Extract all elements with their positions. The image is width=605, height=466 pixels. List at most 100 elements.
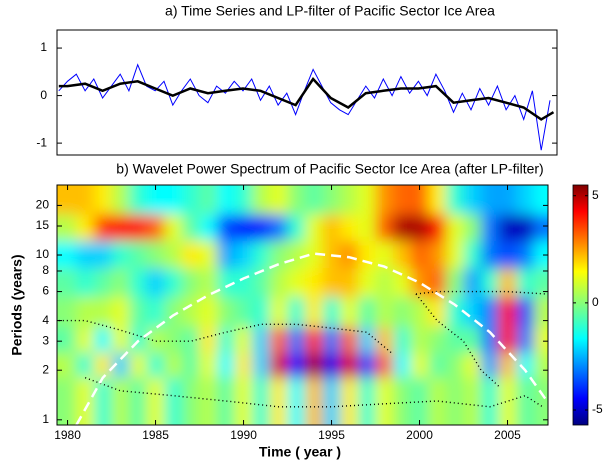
heat-cell	[357, 326, 377, 353]
heat-cell	[287, 213, 306, 242]
x-tick-label: 1995	[318, 428, 345, 442]
heat-cell	[217, 240, 236, 269]
heat-cell	[357, 296, 377, 328]
heat-cell	[111, 185, 130, 215]
heat-cell	[428, 377, 447, 425]
cone-of-influence	[75, 252, 548, 425]
heat-cell	[428, 296, 447, 328]
heat-cell	[269, 352, 289, 378]
heat-cell	[111, 240, 130, 269]
heat-cell	[252, 267, 271, 297]
heat-cell	[146, 240, 165, 269]
heat-cell	[463, 296, 482, 328]
heat-cell	[428, 185, 447, 215]
y-tick-label: 0	[40, 88, 47, 102]
heat-cell	[146, 185, 165, 215]
heat-cell	[340, 240, 359, 269]
heat-cell	[322, 185, 341, 215]
series-line	[58, 76, 555, 121]
heat-cell	[516, 326, 535, 353]
heat-cell	[393, 377, 412, 425]
heat-cell	[516, 240, 535, 269]
heat-cell	[463, 240, 482, 269]
heat-cell	[269, 267, 289, 297]
heat-cell	[181, 213, 201, 242]
heat-cell	[181, 352, 201, 378]
heat-cell	[375, 240, 394, 269]
heat-cell	[410, 213, 429, 242]
heat-cell	[76, 352, 95, 378]
heat-cell	[428, 352, 447, 378]
y-tick-label: 15	[36, 218, 50, 232]
heat-cell	[181, 240, 201, 269]
heat-cell	[57, 296, 77, 328]
heat-cell	[217, 296, 236, 328]
heat-cell	[111, 352, 130, 378]
x-tick-label: 1980	[54, 428, 81, 442]
heat-cell	[375, 267, 394, 297]
heat-cell	[269, 185, 289, 215]
heat-cell	[269, 326, 289, 353]
plot-area	[58, 63, 555, 151]
y-tick-label: 6	[42, 284, 49, 298]
heat-cell	[111, 213, 130, 242]
heat-cell	[269, 296, 289, 328]
heat-cell	[76, 240, 95, 269]
heat-cell	[217, 267, 236, 297]
heat-cell	[234, 213, 253, 242]
heat-cell	[445, 352, 465, 378]
heat-cell	[234, 352, 253, 378]
heat-cell	[463, 213, 482, 242]
heat-cell	[76, 296, 95, 328]
plot-frame	[56, 29, 558, 156]
heat-cell	[199, 240, 218, 269]
heat-cell	[445, 326, 465, 353]
heat-cell	[445, 377, 465, 425]
heat-cell	[533, 240, 548, 269]
heat-cell	[305, 240, 324, 269]
heat-cell	[340, 377, 359, 425]
y-tick-label: -1	[36, 135, 47, 149]
heat-cell	[287, 240, 306, 269]
x-tick-label: 2005	[494, 428, 521, 442]
heat-cell	[305, 326, 324, 353]
heat-cell	[146, 352, 165, 378]
heat-cell	[252, 240, 271, 269]
heat-cell	[322, 267, 341, 297]
heat-cell	[533, 377, 548, 425]
heat-cell	[234, 326, 253, 353]
heatmap	[57, 185, 548, 425]
x-tick-label: 2000	[406, 428, 433, 442]
heat-cell	[322, 352, 341, 378]
heat-cell	[234, 377, 253, 425]
heat-cell	[498, 213, 517, 242]
heat-cell	[463, 352, 482, 378]
heat-cell	[93, 213, 113, 242]
heat-cell	[129, 352, 148, 378]
heat-cell	[199, 213, 218, 242]
heat-cell	[111, 326, 130, 353]
heat-cell	[217, 213, 236, 242]
heat-cell	[410, 240, 429, 269]
heat-cell	[146, 377, 165, 425]
heat-cell	[393, 240, 412, 269]
heat-cell	[393, 213, 412, 242]
heat-cell	[111, 296, 130, 328]
heat-cell	[533, 352, 548, 378]
heat-cell	[234, 267, 253, 297]
heat-cell	[357, 185, 377, 215]
heat-cell	[181, 185, 201, 215]
heat-cell	[252, 377, 271, 425]
heat-cell	[164, 213, 183, 242]
heat-cell	[129, 213, 148, 242]
heat-cell	[516, 213, 535, 242]
heat-cell	[217, 377, 236, 425]
heat-cell	[498, 326, 517, 353]
heat-cell	[269, 240, 289, 269]
heat-cell	[445, 240, 465, 269]
heat-cell	[428, 213, 447, 242]
heat-cell	[199, 296, 218, 328]
heat-cell	[340, 326, 359, 353]
heat-cell	[375, 326, 394, 353]
y-tick-label: 8	[42, 263, 49, 277]
